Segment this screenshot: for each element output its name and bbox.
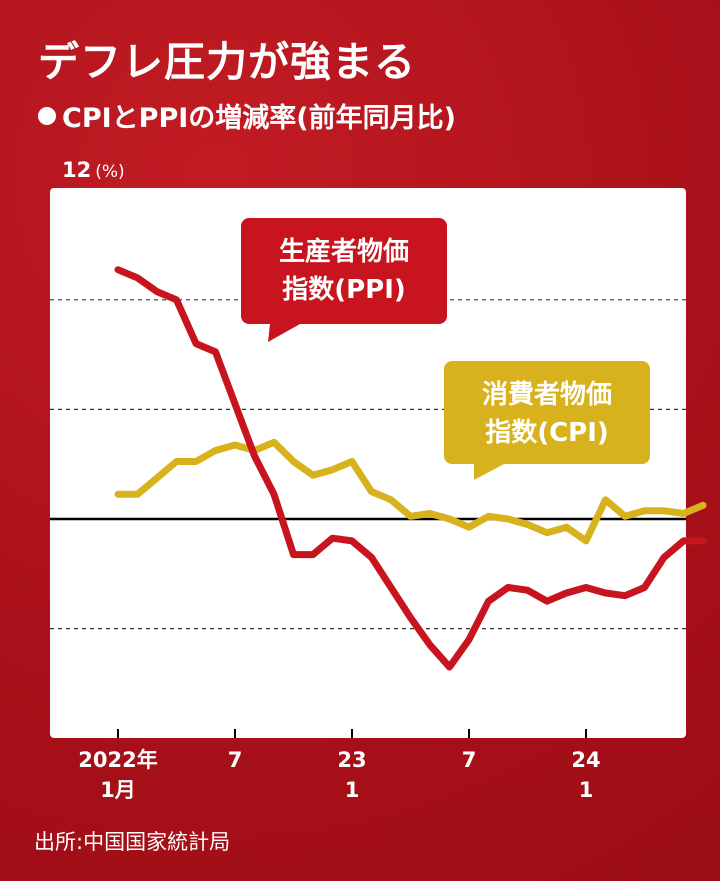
- series-line: [114, 266, 707, 671]
- plot-area: [50, 188, 686, 738]
- y-tick-labels: -8 -4 0 4 8: [62, 265, 85, 727]
- series-label: 消費者物価: [482, 380, 612, 410]
- callout-box: [444, 361, 650, 464]
- y-tick-label: -8: [62, 703, 85, 727]
- series-lines: [114, 266, 707, 671]
- y-axis-top-value: 12: [62, 158, 92, 182]
- x-tick-label: 24: [571, 748, 600, 772]
- x-tick-label: 1月: [100, 778, 136, 802]
- x-tick-label: 2022年: [78, 748, 157, 772]
- y-tick-label: 4: [62, 374, 77, 398]
- series-label: 指数(CPI): [485, 418, 609, 448]
- x-tick-label: 1: [579, 778, 594, 802]
- x-tick-label: 7: [228, 748, 243, 772]
- x-tick-label: 7: [462, 748, 477, 772]
- y-axis-top-label: 12 (%): [62, 158, 125, 182]
- bullet-icon: [38, 107, 56, 125]
- y-tick-label: 0: [62, 484, 77, 508]
- y-tick-label: -4: [62, 594, 85, 618]
- x-tick-label: 1: [345, 778, 360, 802]
- x-tick-labels: 2022年 1月 7 23 1 7 24 1: [78, 729, 601, 802]
- x-tick-label: 23: [337, 748, 366, 772]
- chart-title: デフレ圧力が強まる: [38, 38, 416, 86]
- subtitle-text: CPIとPPIの増減率(前年同月比): [62, 103, 456, 134]
- callout-pointer: [474, 464, 504, 480]
- y-axis-unit: (%): [95, 162, 125, 182]
- series-label: 生産者物価: [279, 236, 409, 267]
- series-line: [114, 438, 707, 545]
- series-label: 指数(PPI): [282, 275, 406, 305]
- chart-subtitle: CPIとPPIの増減率(前年同月比): [38, 96, 456, 135]
- callout-pointer: [268, 324, 300, 342]
- y-tick-label: 8: [62, 265, 77, 289]
- source-note: 出所:中国国家統計局: [34, 830, 231, 854]
- callout-box: [241, 218, 447, 324]
